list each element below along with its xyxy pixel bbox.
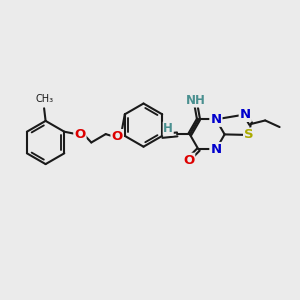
Text: N: N — [210, 143, 221, 156]
Text: H: H — [163, 122, 173, 135]
Text: N: N — [210, 113, 221, 126]
Text: N: N — [240, 108, 251, 121]
Text: O: O — [112, 130, 123, 143]
Text: O: O — [183, 154, 194, 167]
Text: NH: NH — [186, 94, 206, 107]
Text: S: S — [244, 128, 254, 142]
Text: O: O — [74, 128, 86, 141]
Text: CH₃: CH₃ — [35, 94, 53, 103]
